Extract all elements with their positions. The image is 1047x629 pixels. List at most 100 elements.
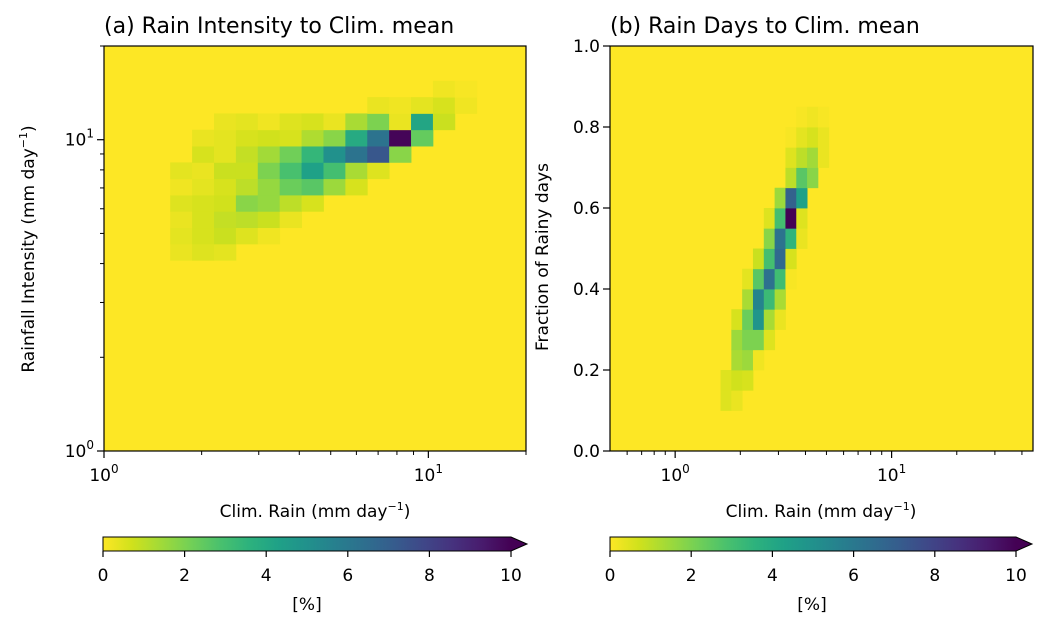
heatmap-cell (774, 309, 786, 330)
heatmap-cell (345, 129, 368, 147)
heatmap-cell (214, 195, 237, 212)
heatmap-cell (345, 162, 368, 180)
colorbar-tick-label: 4 (767, 566, 778, 586)
heatmap-cell (774, 228, 786, 249)
heatmap-cell (301, 195, 324, 212)
heatmap-cell (742, 349, 754, 371)
y-tick-label: 0.8 (573, 118, 600, 138)
heatmap-cell (214, 243, 237, 261)
heatmap-cell (192, 162, 215, 180)
heatmap-cell (763, 309, 776, 330)
heatmap-cell (774, 289, 786, 310)
heatmap-cell (796, 106, 808, 128)
heatmap-cell (301, 146, 324, 163)
heatmap-cell (257, 227, 281, 245)
heatmap-cell (214, 146, 237, 163)
panel-b-xlabel: Clim. Rain (mm day−1) (726, 500, 917, 522)
heatmap-cell (742, 309, 754, 330)
heatmap-cell (170, 195, 193, 212)
heatmap-cell (279, 162, 302, 180)
y-tick-label: 0.0 (573, 442, 600, 462)
heatmap-cell (170, 211, 193, 229)
heatmap-cell (763, 329, 776, 351)
heatmap-cell (411, 129, 434, 147)
heatmap-cell (817, 127, 830, 148)
heatmap-cell (785, 187, 797, 209)
heatmap-cell (279, 178, 302, 196)
panel-a-colorbar-ticks: 0 2 4 6 8 10 (98, 551, 522, 586)
panel-b-cells (720, 106, 830, 411)
heatmap-cell (301, 162, 324, 180)
heatmap-cell (323, 178, 346, 196)
heatmap-cell (796, 167, 808, 189)
heatmap-cell (742, 289, 754, 310)
heatmap-cell (323, 162, 346, 180)
heatmap-cell (731, 390, 743, 411)
heatmap-cell (796, 228, 808, 249)
heatmap-cell (389, 146, 412, 163)
heatmap-cell (752, 349, 765, 371)
heatmap-cell (170, 178, 193, 196)
heatmap-cell (389, 113, 412, 131)
panel-b-frame (609, 45, 1034, 452)
heatmap-cell (763, 248, 776, 270)
heatmap-cell (214, 211, 237, 229)
heatmap-cell (192, 129, 215, 147)
colorbar-tick-label: 6 (848, 566, 859, 586)
heatmap-cell (192, 195, 215, 212)
heatmap-cell (257, 195, 281, 212)
heatmap-cell (742, 268, 754, 290)
heatmap-cell (235, 195, 259, 212)
heatmap-cell (214, 178, 237, 196)
colorbar-tick-label: 8 (424, 566, 435, 586)
heatmap-cell (192, 146, 215, 163)
colorbar-tick-label: 2 (179, 566, 190, 586)
heatmap-cell (389, 129, 412, 147)
heatmap-cell (454, 80, 478, 98)
heatmap-cell (323, 113, 346, 131)
panel-a-xlabel: Clim. Rain (mm day−1) (220, 500, 411, 522)
colorbar-tick-label: 2 (686, 566, 697, 586)
panel-a-ticks: 100 101 100 101 (65, 45, 527, 486)
heatmap-cell (367, 146, 390, 163)
heatmap-cell (235, 227, 259, 245)
heatmap-cell (257, 113, 281, 131)
heatmap-cell (257, 129, 281, 147)
colorbar-tick-label: 10 (1005, 566, 1027, 586)
heatmap-cell (367, 97, 390, 114)
heatmap-cell (301, 129, 324, 147)
heatmap-cell (796, 187, 808, 209)
heatmap-cell (367, 129, 390, 147)
panel-b-colorbar-ticks: 0 2 4 6 8 10 (605, 551, 1027, 586)
heatmap-cell (785, 248, 797, 270)
heatmap-cell (785, 167, 797, 189)
x-tick-label: 101 (877, 462, 906, 486)
heatmap-cell (279, 211, 302, 229)
heatmap-cell (323, 146, 346, 163)
panel-b-ticks: 100 101 0.0 0.2 0.4 0.6 0.8 1.0 (573, 37, 1023, 486)
panel-a-colorbar-label: [%] (292, 595, 321, 615)
heatmap-cell (257, 162, 281, 180)
panel-a-colorbar-extend (511, 537, 527, 551)
heatmap-cell (279, 129, 302, 147)
panel-a-frame (103, 45, 527, 452)
heatmap-cell (785, 127, 797, 148)
panel-a-colorbar-gradient (103, 537, 511, 551)
heatmap-cell (192, 227, 215, 245)
heatmap-cell (817, 106, 830, 128)
heatmap-cell (720, 390, 732, 411)
heatmap-cell (432, 113, 456, 131)
heatmap-cell (720, 370, 732, 391)
panel-a-ylabel: Rainfall Intensity (mm day−1) (17, 125, 39, 372)
heatmap-cell (279, 146, 302, 163)
heatmap-cell (774, 208, 786, 229)
heatmap-cell (731, 370, 743, 391)
panel-b-colorbar-gradient (610, 537, 1016, 551)
heatmap-cell (785, 228, 797, 249)
heatmap-cell (257, 178, 281, 196)
heatmap-cell (214, 113, 237, 131)
heatmap-cell (731, 349, 743, 371)
y-tick-label: 1.0 (573, 37, 600, 57)
panel-b-colorbar-frame (609, 536, 1034, 552)
heatmap-cell (432, 97, 456, 114)
